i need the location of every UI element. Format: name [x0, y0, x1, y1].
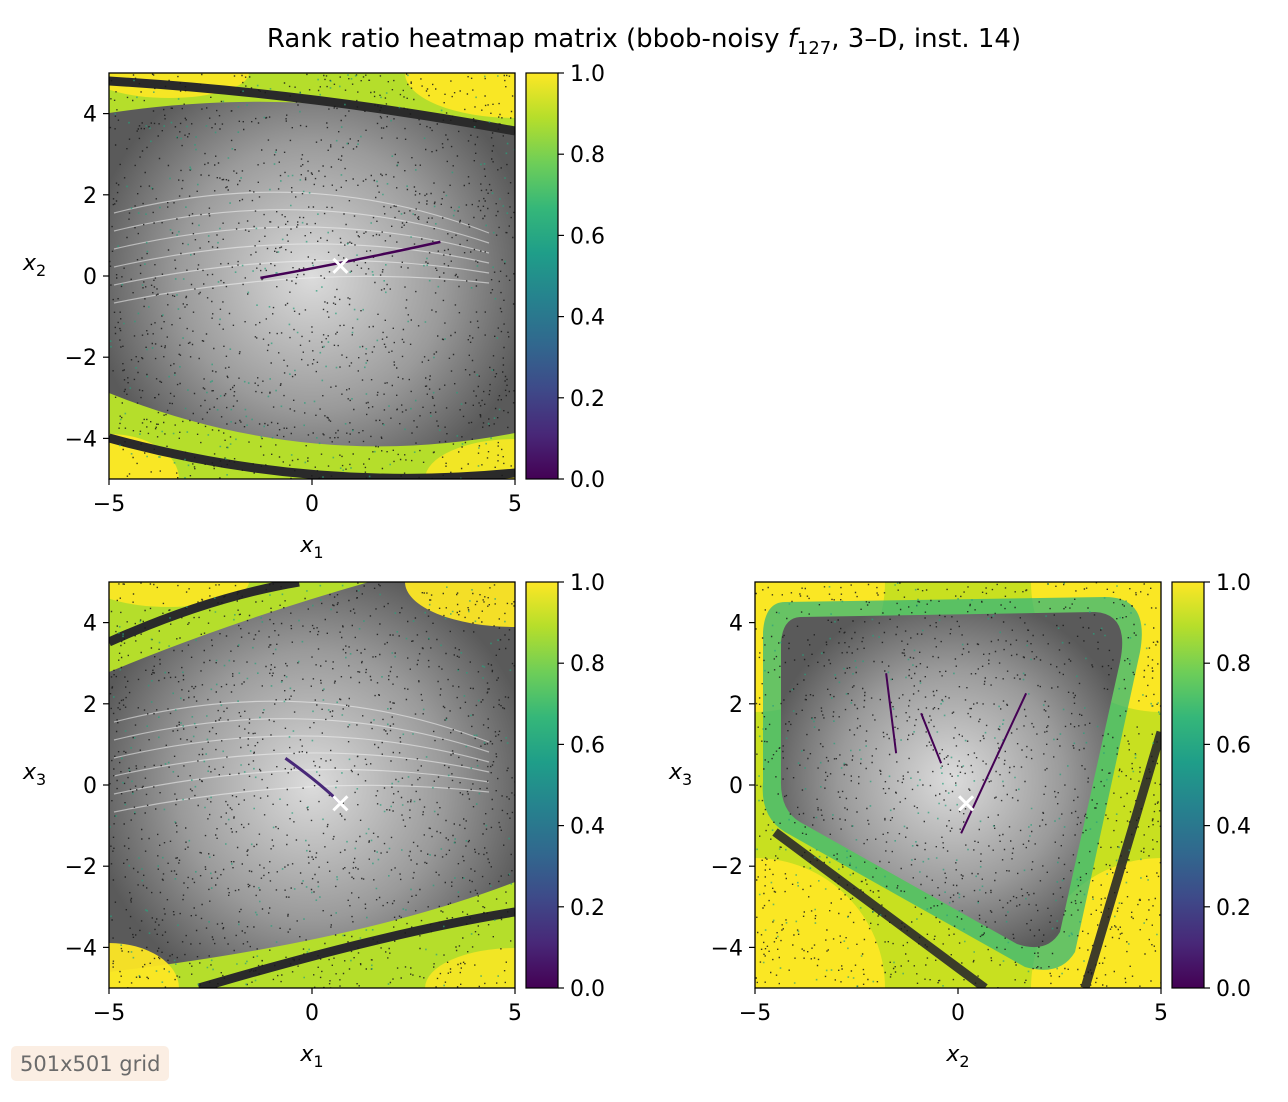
- y-axis-label: x2: [22, 251, 46, 280]
- colorbar-tick-label: 0.8: [570, 143, 605, 168]
- y-tick-label: 4: [83, 612, 97, 637]
- y-tick-label: 0: [83, 774, 97, 799]
- y-tick-label: −4: [65, 427, 97, 452]
- x-tick-label: 5: [1154, 1001, 1168, 1026]
- optimum-marker: [332, 257, 349, 274]
- optimum-marker: [332, 795, 349, 812]
- colorbar-tick-label: 0.6: [570, 733, 605, 758]
- title-prefix: Rank ratio heatmap matrix (bbob-noisy: [267, 24, 788, 54]
- y-tick-label: 4: [729, 612, 743, 637]
- colorbar-tick-label: 0.8: [570, 652, 605, 677]
- colorbar-tick-label: 0.2: [570, 387, 605, 412]
- x-axis-label: x1: [299, 1042, 323, 1071]
- y-axis-label: x3: [22, 760, 46, 789]
- colorbar-tick-label: 0.4: [570, 306, 605, 331]
- optimum-marker: [958, 795, 975, 812]
- colorbar-tick-label: 0.2: [1216, 896, 1251, 921]
- colorbar-tick-label: 0.0: [570, 977, 605, 1002]
- x-tick-label: −5: [739, 1001, 771, 1026]
- colorbar-tick-label: 0.6: [570, 224, 605, 249]
- y-tick-label: −4: [711, 936, 743, 961]
- x-tick-label: 5: [508, 1001, 522, 1026]
- colorbar-tick-label: 0.4: [570, 815, 605, 840]
- x-tick-label: 5: [508, 492, 522, 517]
- y-tick-label: −4: [65, 936, 97, 961]
- y-tick-label: −2: [711, 855, 743, 880]
- heatmap-panel-x2-x3: −5 0 5 −4 −2 0 2 4 x2 x3 0.0 0.2 0.4 0.6 0.8 1.0: [668, 571, 1251, 1071]
- colorbar: 0.0 0.2 0.4 0.6 0.8 1.0: [1171, 571, 1251, 1002]
- y-tick-label: −2: [65, 346, 97, 371]
- title-suffix: , 3–D, inst. 14): [831, 24, 1021, 54]
- x-axis-label: x1: [299, 533, 323, 562]
- heatmap-panel-x1-x3: −5 0 5 −4 −2 0 2 4 x1 x3 0.0 0.2 0.4 0.6 0.8 1.0: [22, 571, 605, 1071]
- grid-resolution-badge: 501x501 grid: [11, 1046, 170, 1081]
- colorbar-tick-label: 0.6: [1216, 733, 1251, 758]
- colorbar-tick-label: 1.0: [570, 62, 605, 87]
- colorbar-tick-label: 0.2: [570, 896, 605, 921]
- x-tick-label: −5: [93, 492, 125, 517]
- heatmap-image: [109, 582, 515, 988]
- colorbar-tick-label: 0.8: [1216, 652, 1251, 677]
- y-tick-label: −2: [65, 855, 97, 880]
- colorbar: 0.0 0.2 0.4 0.6 0.8 1.0: [525, 571, 605, 1002]
- y-tick-label: 0: [729, 774, 743, 799]
- x-tick-label: 0: [305, 492, 319, 517]
- figure-title: Rank ratio heatmap matrix (bbob-noisy f1…: [267, 24, 1021, 59]
- colorbar: 0.0 0.2 0.4 0.6 0.8 1.0: [525, 62, 605, 493]
- title-func-sub: 127: [797, 38, 831, 59]
- y-tick-label: 2: [83, 693, 97, 718]
- colorbar-tick-label: 0.0: [570, 468, 605, 493]
- y-tick-label: 0: [83, 265, 97, 290]
- colorbar-tick-label: 1.0: [1216, 571, 1251, 596]
- y-tick-label: 2: [83, 184, 97, 209]
- heatmap-image: [755, 582, 1161, 988]
- y-tick-label: 2: [729, 693, 743, 718]
- x-tick-label: 0: [305, 1001, 319, 1026]
- heatmap-image: [109, 73, 515, 479]
- colorbar-tick-label: 0.4: [1216, 815, 1251, 840]
- x-tick-label: −5: [93, 1001, 125, 1026]
- x-axis-label: x2: [945, 1042, 969, 1071]
- colorbar-tick-label: 0.0: [1216, 977, 1251, 1002]
- heatmap-panel-x1-x2: −5 0 5 −4 −2 0 2 4 x1 x2 0.0 0.2 0.4 0.6 0.8 1.0: [22, 62, 605, 562]
- x-tick-label: 0: [951, 1001, 965, 1026]
- colorbar-tick-label: 1.0: [570, 571, 605, 596]
- y-tick-label: 4: [83, 103, 97, 128]
- y-axis-label: x3: [668, 760, 692, 789]
